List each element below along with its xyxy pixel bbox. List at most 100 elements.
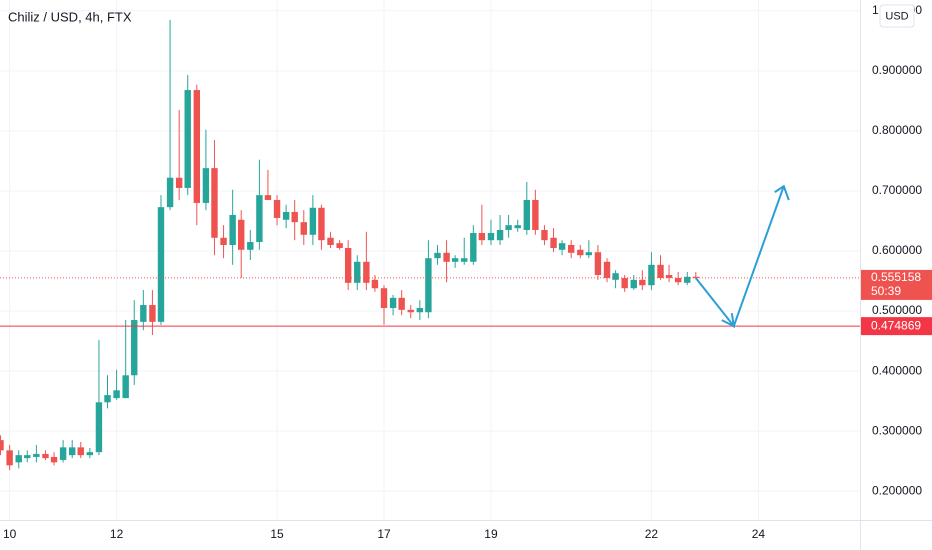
candle-body [220,237,227,245]
x-tick-label: 10 [3,527,17,541]
candle-body [149,305,156,322]
currency-label[interactable]: USD [885,10,908,22]
candle-body [558,243,566,250]
candle-body [264,195,272,200]
last-price-tag [861,269,932,300]
x-tick-label: 22 [645,527,659,541]
candle-body [451,258,459,262]
candle-body [256,195,263,242]
y-tick-label: 0.700000 [872,183,922,197]
candle-body [550,237,557,248]
candle-body [398,297,405,310]
candle-body [33,453,40,457]
candle-body [470,232,477,262]
candle-body [487,232,495,241]
candle-body [585,252,593,256]
candle-body [291,211,298,223]
candle-body [238,219,245,250]
candle-body [318,207,325,241]
candle-body [193,90,201,203]
candle-body [157,207,165,322]
currency-button[interactable] [879,4,915,28]
candle-body [86,452,94,456]
candle-body [630,279,637,289]
candle-body [425,258,432,313]
candle-body [692,276,700,279]
support-label: 0.474869 [871,318,921,332]
candle-body [131,320,138,376]
candle-body [478,232,486,241]
candle-body [665,275,673,279]
candle-body [300,222,307,235]
candle-body [344,247,352,283]
candle-body [523,199,531,230]
candle-body [389,297,397,309]
x-tick-label: 17 [377,527,391,541]
y-tick-label: 0.800000 [872,123,922,137]
candle-body [354,261,361,283]
candle-body [24,455,31,459]
candle-body [496,229,504,241]
y-tick-label: 0.600000 [872,243,922,257]
candle-body [184,90,191,188]
candle-body [6,450,13,466]
candle-body [434,252,441,259]
x-tick-label: 24 [752,527,766,541]
candle-body [684,276,691,283]
last-price-label: 0.555158 [871,270,921,284]
candle-body [612,273,619,280]
candle-body [309,207,317,235]
y-tick-label: 0.300000 [872,423,922,437]
candle-body [229,214,236,245]
candle-body [380,288,388,309]
candle-body [95,402,103,453]
candle-body [443,252,450,262]
x-tick-label: 12 [110,527,124,541]
plot-layer [0,19,860,471]
candle-body [407,309,414,313]
candle-body [416,308,424,313]
countdown-label: 50:39 [871,284,901,298]
candle-body [0,440,4,451]
candle-body [505,225,512,230]
candle-body [59,447,67,460]
candle-body [42,453,49,459]
chart-title: Chiliz / USD, 4h, FTX [8,9,132,24]
candle-body [140,305,147,322]
arrow-head [721,312,736,328]
candle-body [104,395,111,403]
candle-body [211,168,218,238]
candle-body [648,264,655,286]
y-tick-label: 0.400000 [872,363,922,377]
arrow-head [774,184,790,201]
candle-body [674,278,682,283]
y-tick-label: 0.200000 [872,483,922,497]
x-tick-label: 15 [270,527,284,541]
grid-layer [0,0,860,520]
candle-body [639,279,646,286]
candle-body [567,244,575,253]
candle-body [594,252,602,276]
candle-body [371,279,379,289]
candle-body [621,278,628,289]
x-tick-label: 19 [484,527,498,541]
support-tag [861,317,932,336]
candle-body [327,237,334,245]
candle-body [532,199,539,230]
candle-body [541,229,548,241]
candle-body [69,447,76,456]
candle-body [273,199,281,218]
candle-body [577,249,584,256]
y-tick-label: 0.500000 [872,303,922,317]
candle-body [247,241,254,250]
candle-body [603,261,611,279]
candle-body [202,168,210,203]
candle-body [113,390,120,399]
candle-body [122,375,129,399]
candle-body [363,261,370,283]
candle-body [514,225,521,229]
y-tick-label: 0.900000 [872,63,922,77]
candle-body [282,211,290,220]
